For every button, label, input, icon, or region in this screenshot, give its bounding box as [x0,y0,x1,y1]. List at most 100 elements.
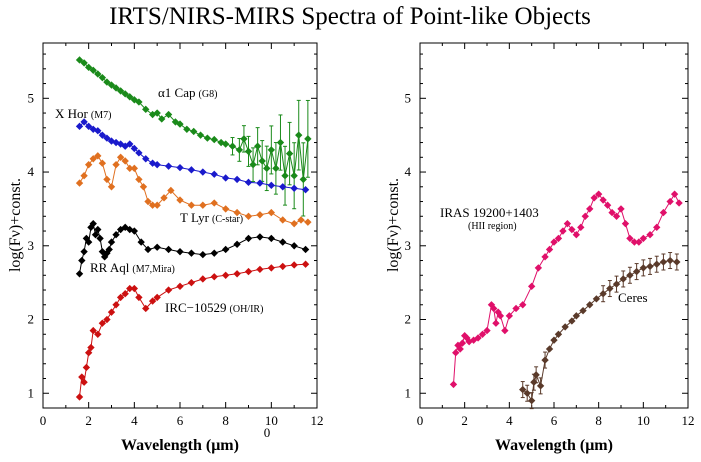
data-point [290,219,298,228]
data-point [144,245,152,254]
right-x-axis-label: Wavelength (μm) [495,437,613,454]
series-annotation: Ceres [618,290,648,305]
data-point [572,312,581,320]
data-point [630,238,639,246]
data-point [130,144,139,153]
x-tick-label: 4 [131,413,138,428]
data-point [659,208,668,217]
data-point [606,284,614,293]
data-point [228,142,237,150]
x-tick-label: 0 [417,413,424,428]
data-point [626,271,634,279]
data-point [210,273,218,281]
data-point [592,295,601,303]
data-point [619,275,627,283]
data-point [183,125,191,133]
data-point [244,147,253,156]
x-tick-label: 8 [222,413,229,428]
data-point [75,393,84,401]
data-point [267,146,276,154]
data-point [153,160,161,169]
data-point [249,160,257,169]
data-point [639,264,648,272]
data-point [89,66,97,74]
data-point [199,250,207,259]
series-annotation-note: (HII region) [468,221,517,232]
series-4 [75,260,310,401]
series-annotation-note: (C-star) [212,214,243,225]
data-point [554,330,563,338]
left-series [75,56,312,401]
data-point [164,162,173,170]
data-point [84,122,93,131]
x-tick-label: 0 [40,413,47,428]
data-point [675,199,683,207]
data-point [267,234,276,243]
data-point [187,166,196,174]
data-point [519,385,527,394]
left-y-axis-label: log(Fν)+const. [7,178,24,272]
data-point [135,149,143,157]
data-point [107,308,116,316]
data-point [84,160,93,169]
data-point [541,253,549,261]
x-tick-label: 12 [682,413,695,428]
data-point [617,205,625,213]
data-point [267,264,276,272]
data-point [210,249,218,257]
data-point [452,349,460,357]
data-point [279,262,287,271]
data-point [82,363,91,372]
data-point [221,245,230,254]
data-point [545,345,554,353]
data-point [233,175,241,184]
data-point [221,174,230,182]
data-point [75,56,84,64]
data-point [103,175,111,184]
y-tick-label: 4 [405,164,412,179]
data-point [98,319,107,327]
data-point [456,345,464,353]
data-point [545,245,554,254]
data-point [478,330,487,338]
data-point [501,326,509,335]
series-annotation: IRC−10529 (OH/IR) [165,300,263,315]
data-point [103,134,111,142]
y-tick-label: 5 [405,90,412,105]
data-point [258,157,266,165]
data-point [176,247,184,256]
data-point [103,78,111,86]
data-point [568,317,576,325]
data-point [267,181,276,189]
data-point [210,199,218,207]
data-point [646,262,654,271]
data-point [164,286,173,294]
data-point [80,172,88,180]
data-point [80,247,88,256]
data-point [233,240,241,248]
data-point [279,238,287,246]
data-point [203,134,212,142]
data-point [581,212,589,220]
data-point [210,170,218,178]
data-point [187,249,196,257]
data-point [176,196,184,204]
x-tick-label: 8 [595,413,602,428]
data-point [621,219,630,228]
series-annotation-note: (M7,Mira) [132,264,175,275]
data-point [579,306,587,315]
data-point [78,256,86,265]
data-point [599,290,607,298]
data-point [653,260,661,268]
data-point [301,245,310,254]
data-point [490,304,498,313]
data-point [496,312,505,320]
data-point [112,160,120,169]
data-point [75,270,84,278]
data-point [135,293,143,302]
figure-title: IRTS/NIRS-MIRS Spectra of Point-like Obj… [109,3,591,30]
data-point [612,280,621,288]
data-point [554,234,563,243]
right-annotations: IRAS 19200+1403(HII region) Ceres [440,205,648,305]
